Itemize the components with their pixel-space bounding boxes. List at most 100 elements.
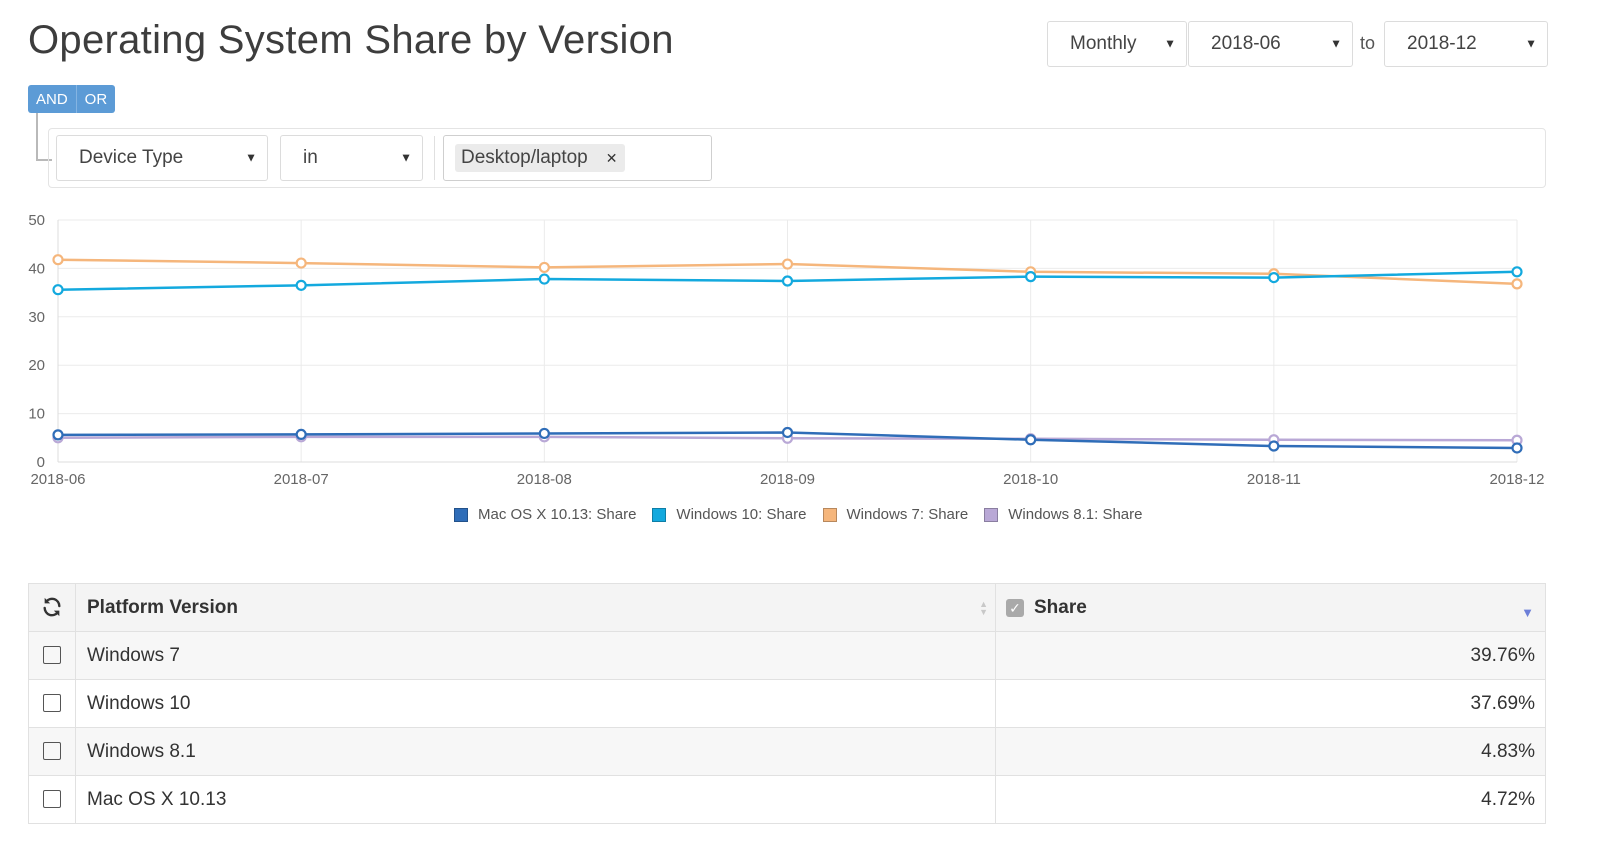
data-point <box>781 426 794 439</box>
platform-cell: Windows 8.1 <box>75 727 996 776</box>
column-header-platform[interactable]: Platform Version ▲ ▼ <box>75 583 996 632</box>
share-cell: 4.72% <box>995 775 1546 824</box>
close-icon[interactable]: ✕ <box>605 149 618 166</box>
checkbox-icon[interactable] <box>43 646 61 665</box>
data-point <box>1511 266 1523 278</box>
data-point <box>52 429 64 441</box>
range-to-label: to <box>1360 33 1376 53</box>
data-point <box>781 258 794 270</box>
and-button[interactable]: AND <box>28 85 76 113</box>
data-point <box>781 275 794 287</box>
checkbox-checked-icon[interactable]: ✓ <box>1006 598 1024 617</box>
legend-label: Mac OS X 10.13: Share <box>478 506 637 523</box>
platform-header-label: Platform Version <box>87 596 238 618</box>
platform-cell: Windows 7 <box>75 631 996 680</box>
filter-operator-select[interactable]: in ▼ <box>280 135 423 181</box>
filter-divider <box>434 136 435 180</box>
data-point <box>1025 434 1037 446</box>
table-row[interactable]: Mac OS X 10.13 4.72% <box>28 775 1546 824</box>
platform-cell: Mac OS X 10.13 <box>75 775 996 824</box>
data-point <box>1025 271 1037 283</box>
filter-connector <box>36 113 52 161</box>
share-header-label: Share <box>1034 596 1087 618</box>
page-title: Operating System Share by Version <box>28 18 674 62</box>
legend-label: Windows 7: Share <box>846 506 969 523</box>
x-tick-label: 2018-08 <box>517 471 572 488</box>
or-button[interactable]: OR <box>75 85 116 113</box>
sort-icon[interactable]: ▲ ▼ <box>979 598 988 617</box>
sort-desc-icon[interactable]: ▼ <box>1521 605 1534 620</box>
checkbox-icon[interactable] <box>43 694 61 713</box>
data-point <box>295 257 307 269</box>
caret-down-icon: ▼ <box>400 150 412 165</box>
data-point <box>538 261 550 274</box>
checkbox-icon[interactable] <box>43 742 61 761</box>
filter-values-input[interactable]: Desktop/laptop ✕ <box>443 135 712 181</box>
refresh-header <box>28 583 76 632</box>
y-tick-label: 20 <box>28 357 45 374</box>
caret-down-icon: ▼ <box>1525 36 1537 51</box>
granularity-value: Monthly <box>1070 33 1137 54</box>
date-to-select[interactable]: 2018-12 ▼ <box>1384 21 1548 67</box>
legend-item[interactable]: Windows 7: Share <box>822 506 969 523</box>
x-tick-label: 2018-12 <box>1489 471 1544 488</box>
checkbox-icon[interactable] <box>43 790 61 809</box>
refresh-icon[interactable] <box>41 596 63 618</box>
x-tick-label: 2018-09 <box>760 471 815 488</box>
data-point <box>1268 440 1280 452</box>
date-from-select[interactable]: 2018-06 ▼ <box>1188 21 1353 67</box>
filter-value-tag: Desktop/laptop ✕ <box>455 144 626 172</box>
caret-down-icon: ▼ <box>245 150 257 165</box>
legend-swatch <box>984 507 999 522</box>
legend-swatch <box>822 507 837 522</box>
legend-label: Windows 8.1: Share <box>1008 506 1143 523</box>
table-row[interactable]: Windows 7 39.76% <box>28 631 1546 680</box>
data-point <box>295 428 307 441</box>
caret-down-icon: ▼ <box>1164 36 1176 51</box>
filter-field-select[interactable]: Device Type ▼ <box>56 135 268 181</box>
filter-operator-value: in <box>303 147 318 168</box>
column-header-share[interactable]: ✓ Share ▼ <box>995 583 1546 632</box>
y-tick-label: 30 <box>28 309 45 326</box>
logic-toggle: AND OR <box>28 85 116 113</box>
share-cell: 39.76% <box>995 631 1546 680</box>
table-row[interactable]: Windows 8.1 4.83% <box>28 727 1546 776</box>
legend-label: Windows 10: Share <box>676 506 807 523</box>
data-point <box>1511 442 1523 454</box>
platform-cell: Windows 10 <box>75 679 996 728</box>
table-row[interactable]: Windows 10 37.69% <box>28 679 1546 728</box>
legend-swatch <box>652 507 667 522</box>
x-tick-label: 2018-06 <box>30 471 85 488</box>
legend-item[interactable]: Windows 8.1: Share <box>984 506 1142 523</box>
granularity-select[interactable]: Monthly ▼ <box>1047 21 1187 67</box>
filter-row <box>48 128 1546 188</box>
caret-down-icon: ▼ <box>1330 36 1342 51</box>
legend-item[interactable]: Windows 10: Share <box>652 506 807 523</box>
x-tick-label: 2018-07 <box>274 471 329 488</box>
date-to-value: 2018-12 <box>1407 33 1477 54</box>
filter-field-value: Device Type <box>79 147 184 168</box>
table-header-row: Platform Version ▲ ▼ ✓ Share ▼ <box>28 583 1546 632</box>
data-point <box>52 254 64 266</box>
legend-swatch <box>454 507 468 522</box>
data-point <box>295 279 307 291</box>
data-point <box>1268 271 1280 284</box>
share-cell: 37.69% <box>995 679 1546 728</box>
x-tick-label: 2018-10 <box>1003 471 1058 488</box>
date-from-value: 2018-06 <box>1211 33 1281 54</box>
data-point <box>52 284 64 296</box>
y-tick-label: 40 <box>28 260 45 277</box>
x-tick-label: 2018-11 <box>1247 471 1301 488</box>
data-point <box>538 273 550 285</box>
filter-value-label: Desktop/laptop <box>461 147 588 168</box>
line-chart: 0 10 20 30 40 50 2018-06 2018-07 2018-08 2018-09 2… <box>28 212 1544 488</box>
legend-item[interactable]: Mac OS X 10.13: Share <box>454 506 636 523</box>
y-tick-label: 10 <box>28 406 45 423</box>
y-tick-label: 50 <box>28 212 45 229</box>
data-point <box>1511 278 1523 290</box>
share-cell: 4.83% <box>995 727 1546 776</box>
y-tick-label: 0 <box>37 454 45 471</box>
data-point <box>538 427 550 440</box>
data-table: Platform Version ▲ ▼ ✓ Share ▼ Windows 7 … <box>28 583 1546 824</box>
chart-legend: Mac OS X 10.13: Share Windows 10: Share Wi… <box>454 506 1158 523</box>
